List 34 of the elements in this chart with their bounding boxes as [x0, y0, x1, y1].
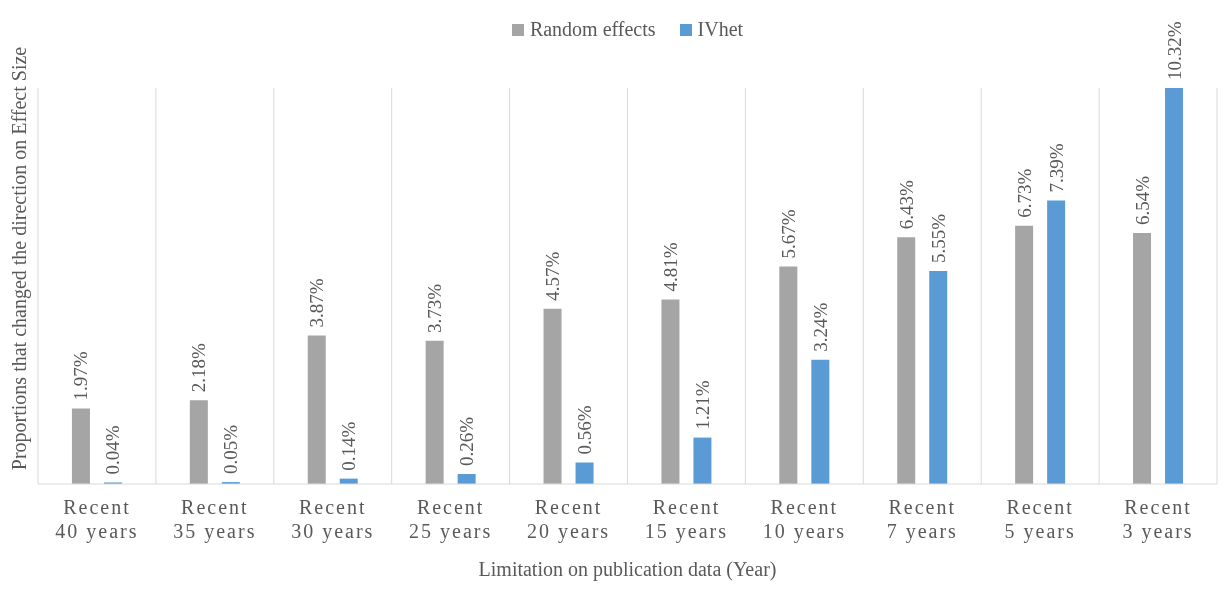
data-label: 0.56% — [574, 405, 596, 455]
data-label: 7.39% — [1045, 143, 1067, 193]
x-tick-label: Recent 30 years — [291, 496, 375, 543]
x-tick-label: Recent 25 years — [409, 496, 493, 543]
x-tick-label: Recent 35 years — [173, 496, 257, 543]
data-label: 6.43% — [895, 180, 917, 230]
x-tick-label: Recent 7 years — [886, 496, 958, 543]
data-label: 1.21% — [691, 380, 713, 430]
x-tick-label: Recent 3 years — [1122, 496, 1194, 543]
x-tick-label: Recent 40 years — [55, 496, 139, 543]
x-tick-label: Recent 20 years — [526, 496, 611, 543]
data-label: 0.14% — [338, 421, 360, 471]
data-label: 3.73% — [424, 283, 446, 333]
data-label: 0.05% — [220, 424, 242, 475]
data-label: 5.55% — [927, 213, 949, 264]
data-label: 10.32% — [1163, 21, 1185, 80]
data-label: 3.87% — [306, 278, 328, 328]
legend-label: IVhet — [696, 18, 744, 41]
x-axis-title: Limitation on publication data (Year) — [478, 558, 777, 581]
x-tick-label: Recent 5 years — [1004, 496, 1076, 543]
legend-label: Random effects — [528, 18, 656, 41]
data-label: 2.18% — [188, 343, 210, 393]
data-label: 5.67% — [777, 209, 799, 259]
data-label: 6.73% — [1013, 168, 1035, 218]
data-label: 0.26% — [456, 416, 478, 467]
data-label: 3.24% — [809, 302, 831, 352]
data-label: 1.97% — [70, 351, 92, 401]
y-axis-title: Proportions that changed the direction on Effect Size — [8, 46, 32, 470]
data-label: 4.57% — [542, 251, 564, 301]
data-label: 6.54% — [1131, 175, 1153, 226]
x-tick-label: Recent 15 years — [644, 496, 729, 543]
data-label: 4.81% — [659, 242, 681, 292]
data-label: 0.04% — [102, 425, 124, 475]
x-tick-label: Recent 10 years — [762, 496, 846, 543]
